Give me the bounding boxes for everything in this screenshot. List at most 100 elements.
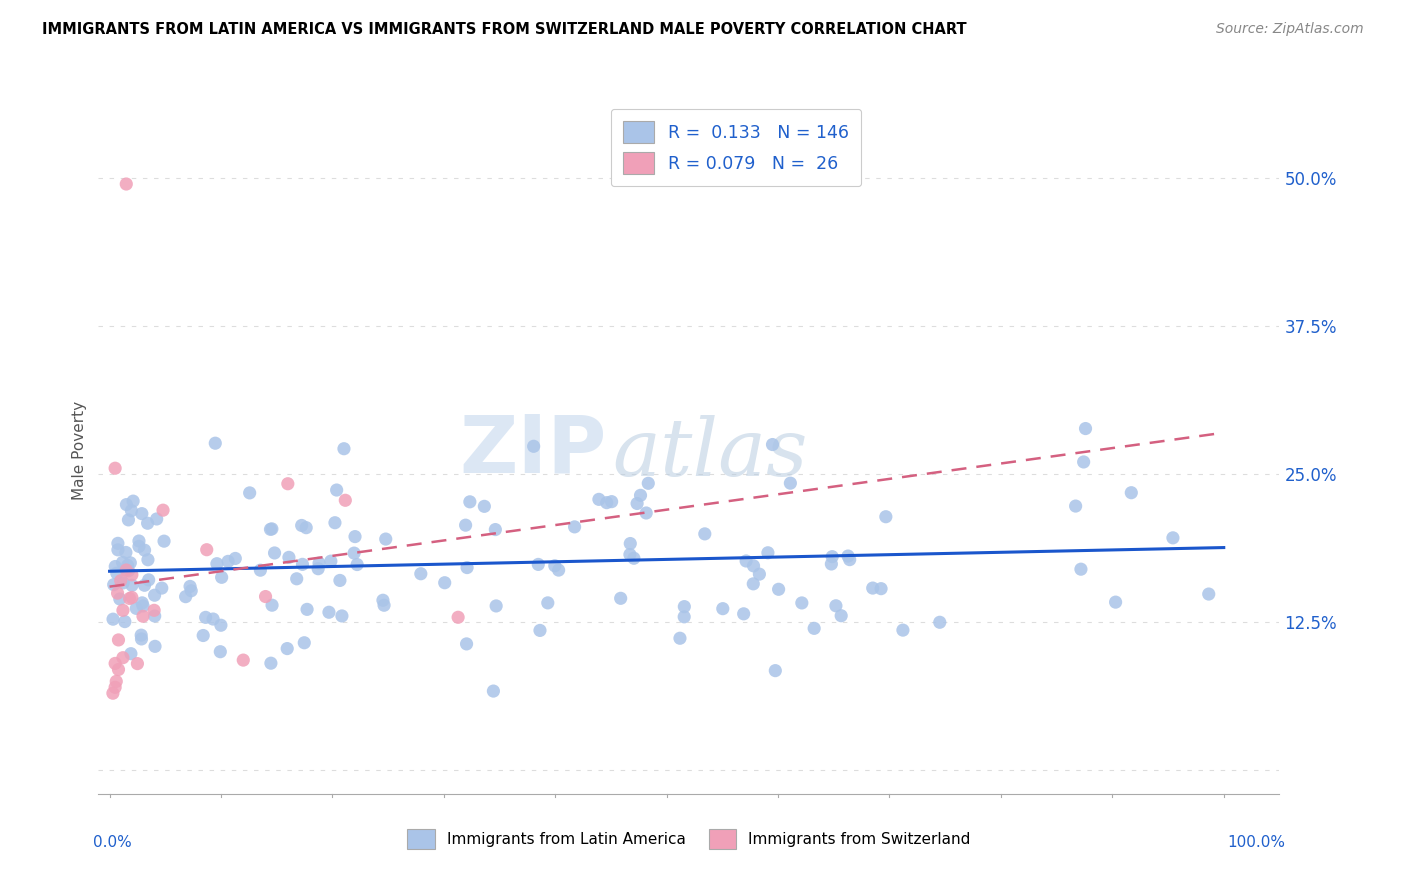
Point	[830, 608, 852, 623]
Point	[527, 558, 550, 572]
Point	[619, 548, 641, 562]
Point	[136, 553, 159, 567]
Point	[742, 577, 765, 591]
Point	[107, 586, 129, 600]
Point	[101, 686, 124, 700]
Point	[484, 523, 506, 537]
Point	[101, 612, 124, 626]
Point	[371, 593, 394, 607]
Text: Source: ZipAtlas.com: Source: ZipAtlas.com	[1216, 22, 1364, 37]
Point	[735, 554, 758, 568]
Point	[193, 628, 215, 642]
Point	[1198, 587, 1220, 601]
Point	[127, 657, 149, 671]
Point	[1121, 485, 1143, 500]
Point	[456, 560, 478, 574]
Point	[132, 599, 155, 613]
Point	[202, 612, 225, 626]
Point	[335, 493, 357, 508]
Point	[433, 575, 456, 590]
Point	[114, 615, 136, 629]
Point	[117, 558, 139, 573]
Point	[596, 496, 619, 510]
Point	[263, 546, 285, 560]
Point	[143, 609, 166, 624]
Point	[333, 442, 356, 456]
Point	[125, 601, 148, 615]
Point	[120, 504, 142, 518]
Point	[179, 579, 201, 593]
Point	[547, 563, 569, 577]
Point	[104, 559, 127, 574]
Point	[756, 546, 779, 560]
Point	[346, 558, 368, 572]
Point	[291, 558, 314, 572]
Point	[1074, 421, 1097, 435]
Point	[1104, 595, 1126, 609]
Point	[838, 552, 860, 566]
Point	[117, 564, 139, 578]
Point	[779, 476, 801, 491]
Legend: Immigrants from Latin America, Immigrants from Switzerland: Immigrants from Latin America, Immigrant…	[401, 823, 977, 855]
Point	[343, 546, 366, 560]
Point	[308, 556, 330, 570]
Point	[232, 653, 254, 667]
Point	[136, 516, 159, 531]
Point	[344, 530, 367, 544]
Text: 0.0%: 0.0%	[93, 835, 131, 850]
Point	[115, 498, 138, 512]
Point	[323, 516, 346, 530]
Point	[105, 674, 128, 689]
Point	[330, 609, 353, 624]
Point	[104, 657, 127, 671]
Point	[120, 556, 142, 570]
Point	[128, 534, 150, 549]
Point	[259, 522, 281, 536]
Point	[458, 495, 481, 509]
Point	[825, 599, 848, 613]
Point	[454, 518, 477, 533]
Point	[733, 607, 755, 621]
Point	[115, 563, 138, 577]
Point	[537, 596, 560, 610]
Text: atlas: atlas	[612, 415, 807, 492]
Point	[143, 603, 166, 617]
Point	[104, 681, 127, 695]
Point	[711, 601, 734, 615]
Point	[260, 598, 283, 612]
Point	[143, 588, 166, 602]
Point	[249, 563, 271, 577]
Point	[837, 549, 859, 563]
Point	[195, 542, 218, 557]
Point	[318, 605, 340, 619]
Point	[285, 572, 308, 586]
Point	[153, 534, 176, 549]
Point	[111, 650, 134, 665]
Point	[292, 636, 315, 650]
Point	[138, 573, 160, 587]
Point	[821, 549, 844, 564]
Point	[111, 603, 134, 617]
Point	[637, 476, 659, 491]
Point	[103, 577, 125, 591]
Point	[150, 581, 173, 595]
Point	[295, 521, 318, 535]
Point	[131, 596, 153, 610]
Point	[209, 618, 232, 632]
Point	[373, 599, 395, 613]
Point	[329, 574, 352, 588]
Point	[669, 632, 692, 646]
Point	[600, 494, 623, 508]
Point	[748, 567, 770, 582]
Point	[673, 610, 696, 624]
Point	[482, 684, 505, 698]
Point	[636, 506, 658, 520]
Point	[224, 551, 246, 566]
Point	[194, 610, 217, 624]
Point	[768, 582, 790, 597]
Point	[211, 570, 233, 584]
Point	[564, 520, 586, 534]
Point	[120, 647, 142, 661]
Point	[295, 602, 318, 616]
Point	[121, 578, 143, 592]
